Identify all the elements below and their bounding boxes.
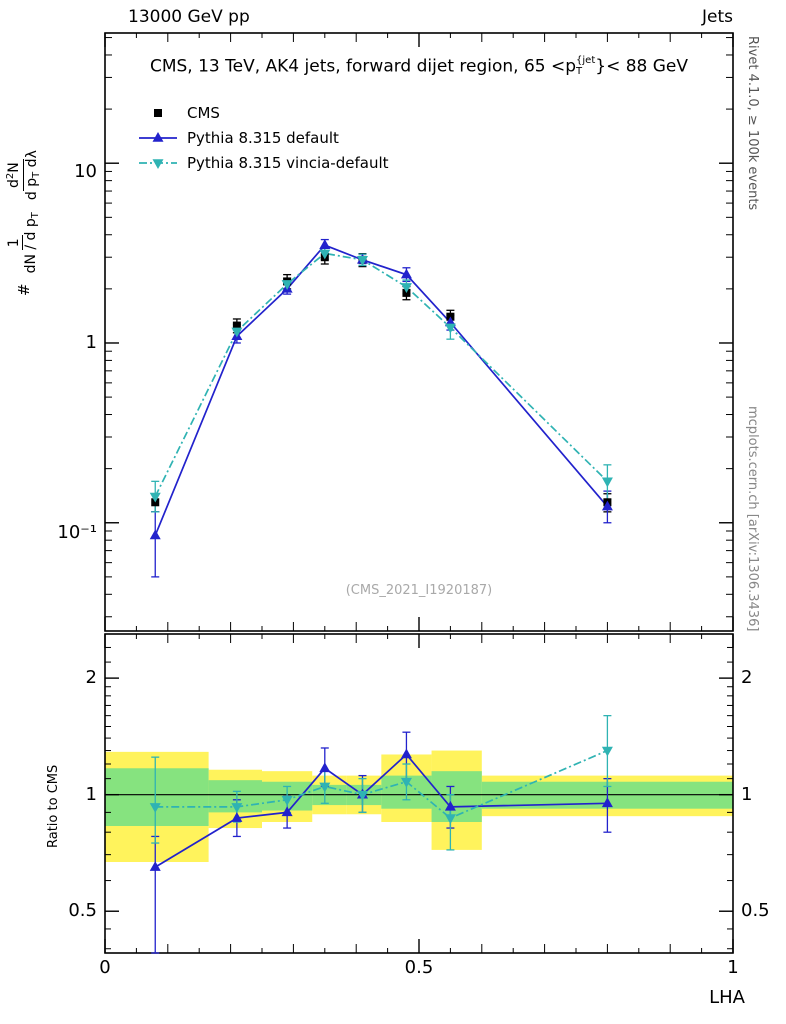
plot-title: CMS, 13 TeV, AK4 jets, forward dijet reg… xyxy=(105,55,733,77)
legend-label-cms: CMS xyxy=(187,103,220,122)
plot-title-sup: {jet xyxy=(576,55,596,66)
pythia-default-marker-icon xyxy=(138,129,178,147)
ytick-ratio-right-0p5: 0.5 xyxy=(741,900,770,921)
xtick-1: 1 xyxy=(727,957,739,978)
ylabel-hash: # xyxy=(14,283,33,296)
ytick-ratio-right-2: 2 xyxy=(741,667,753,688)
plot-title-sub: T xyxy=(576,65,583,77)
beam-energy-label: 13000 GeV pp xyxy=(128,7,250,27)
x-axis-label: LHA xyxy=(709,987,745,1008)
ratio-y-axis-label: Ratio to CMS xyxy=(46,764,61,848)
ytick-ratio-left-0p5: 0.5 xyxy=(68,900,97,921)
ylabel-fraction-1: 1 dN / d pT xyxy=(5,210,43,275)
process-label: Jets xyxy=(702,7,733,27)
pt-jet-stack: {jet T xyxy=(576,55,596,77)
ytick-main-0p1: 10⁻¹ xyxy=(57,522,97,543)
cms-square-icon xyxy=(138,104,178,122)
pythia-vincia-marker-icon xyxy=(138,154,178,172)
analysis-id-watermark: (CMS_2021_I1920187) xyxy=(345,583,493,598)
plot-title-prefix: CMS, 13 TeV, AK4 jets, forward dijet reg… xyxy=(149,56,577,77)
ylabel-f1-den: dN / d pT xyxy=(23,212,42,274)
legend: CMS Pythia 8.315 default Pythia 8.315 vi… xyxy=(138,100,389,175)
legend-label-pythia-vincia: Pythia 8.315 vincia-default xyxy=(187,153,389,172)
ytick-ratio-left-1: 1 xyxy=(85,784,97,805)
plot-title-suffix: }< 88 GeV xyxy=(595,56,689,77)
ytick-main-10: 10 xyxy=(74,161,97,182)
legend-label-pythia-default: Pythia 8.315 default xyxy=(187,128,339,147)
ylabel-f1-num: 1 xyxy=(5,235,24,251)
legend-item-pythia-default: Pythia 8.315 default xyxy=(138,125,389,150)
legend-item-cms: CMS xyxy=(138,100,389,125)
ytick-ratio-left-2: 2 xyxy=(85,667,97,688)
legend-item-pythia-vincia: Pythia 8.315 vincia-default xyxy=(138,150,389,175)
ytick-ratio-right-1: 1 xyxy=(741,784,753,805)
xtick-0p5: 0.5 xyxy=(404,957,434,978)
xtick-0: 0 xyxy=(99,957,111,978)
main-y-axis-label: # 1 dN / d pT d2N d pT dλ xyxy=(5,148,43,296)
ytick-main-1: 1 xyxy=(85,332,97,353)
mcplots-reference-note: mcplots.cern.ch [arXiv:1306.3436] xyxy=(745,405,760,631)
ylabel-f2-num: d2N xyxy=(5,159,24,191)
ylabel-f2-den: d pT dλ xyxy=(23,150,42,201)
ylabel-fraction-2: d2N d pT dλ xyxy=(5,148,43,202)
rivet-version-note: Rivet 4.1.0, ≥ 100k events xyxy=(745,36,760,211)
